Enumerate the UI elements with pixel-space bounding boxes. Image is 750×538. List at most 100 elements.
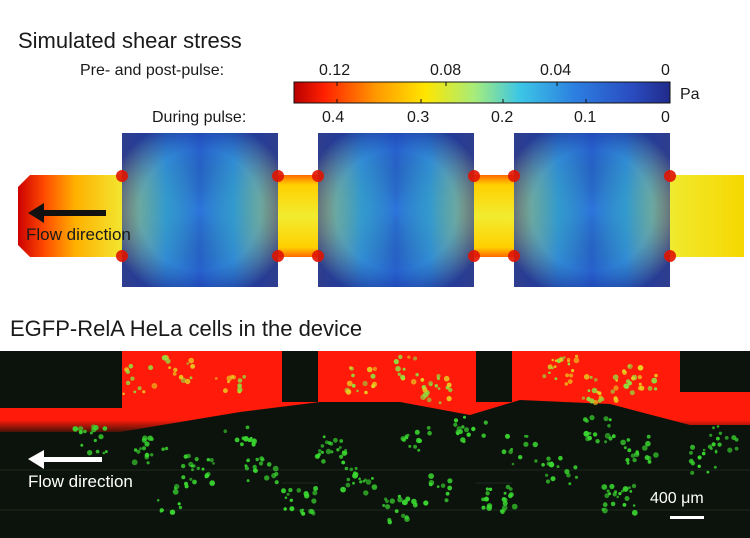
cell-dot	[688, 458, 694, 464]
cell-dot	[481, 505, 486, 510]
cell-dot	[204, 473, 210, 478]
cell-dot	[610, 501, 616, 507]
cell-dot	[697, 455, 702, 460]
cell-dot	[258, 461, 264, 466]
cell-dot	[610, 389, 615, 394]
cell-dot	[341, 460, 346, 465]
cell-dot	[320, 444, 325, 448]
cell-dot	[78, 430, 83, 435]
cell-dot	[172, 372, 177, 376]
cell-dot	[77, 426, 84, 432]
cell-dot	[144, 441, 150, 447]
cell-dot	[608, 418, 612, 422]
cell-dot	[532, 441, 538, 448]
cell-dot	[501, 449, 507, 455]
cell-dot	[484, 496, 489, 502]
cell-dot	[400, 374, 406, 380]
cell-dot	[623, 383, 629, 389]
cell-dot	[318, 449, 322, 453]
cell-dot	[413, 356, 418, 361]
cell-dot	[523, 441, 529, 447]
cell-dot	[608, 436, 613, 441]
cell-dot	[716, 436, 720, 441]
cell-dot	[569, 373, 574, 378]
cell-dot	[622, 503, 627, 507]
cell-dot	[394, 509, 399, 513]
cell-dot	[607, 424, 611, 428]
cell-dot	[351, 383, 356, 388]
simulated-channel	[18, 133, 744, 287]
cell-dot	[632, 457, 637, 463]
cell-dot	[223, 429, 228, 434]
cell-dot	[274, 480, 279, 485]
cell-dot	[397, 497, 403, 503]
cell-dot	[711, 442, 716, 447]
cell-dot	[354, 466, 358, 470]
cell-dot	[128, 363, 134, 369]
pre-post-tick-2: 0.04	[540, 62, 572, 79]
cell-dot	[343, 451, 348, 455]
cell-dot	[434, 384, 439, 388]
cell-dot	[485, 491, 490, 496]
cell-dot	[201, 467, 205, 471]
cell-dot	[712, 426, 715, 430]
cell-dot	[417, 448, 421, 452]
cell-dot	[156, 499, 160, 502]
cell-dot	[83, 429, 87, 434]
cell-dot	[709, 447, 713, 450]
cell-dot	[352, 481, 355, 485]
cell-dot	[264, 475, 270, 481]
cell-dot	[581, 396, 586, 400]
cell-dot	[647, 386, 653, 391]
cell-dot	[169, 509, 176, 515]
cell-dot	[471, 426, 476, 432]
cell-dot	[574, 354, 579, 358]
cell-dot	[142, 390, 146, 394]
cell-dot	[568, 482, 572, 486]
cell-dot	[338, 446, 342, 449]
cell-dot	[206, 458, 210, 462]
cell-dot	[168, 366, 172, 369]
cell-dot	[95, 449, 100, 454]
cell-dot	[406, 433, 410, 437]
during-tick-1: 0.3	[407, 109, 430, 126]
cell-dot	[646, 434, 651, 439]
cell-dot	[414, 429, 420, 435]
cell-dot	[288, 487, 293, 493]
cell-dot	[372, 381, 377, 387]
cell-dot	[397, 372, 401, 376]
cell-dot	[243, 436, 249, 442]
cell-dot	[339, 439, 344, 443]
cell-dot	[566, 472, 571, 478]
cell-dot	[464, 427, 469, 433]
cell-dot	[104, 450, 108, 454]
cell-dot	[130, 376, 135, 381]
cell-dot	[651, 377, 658, 384]
cell-dot	[177, 502, 181, 506]
cell-dot	[604, 440, 608, 444]
cell-dot	[181, 475, 186, 480]
cell-dot	[173, 367, 178, 373]
cell-dot	[436, 374, 441, 379]
cell-dot	[713, 465, 717, 469]
cell-dot	[448, 387, 453, 393]
cell-dot	[150, 453, 154, 457]
cell-dot	[382, 504, 386, 507]
during-pulse-label: During pulse:	[152, 109, 247, 126]
during-tick-4: 0	[661, 109, 670, 126]
cell-dot	[510, 447, 513, 451]
cell-dot	[597, 391, 602, 396]
cell-dot	[481, 497, 485, 502]
cell-dot	[404, 515, 409, 520]
cell-dot	[142, 435, 148, 442]
cell-dot	[613, 385, 619, 391]
cell-dot	[709, 433, 713, 437]
cell-dot	[638, 382, 642, 386]
cell-dot	[237, 387, 243, 393]
cell-dot	[313, 486, 319, 491]
cell-dot	[402, 499, 408, 506]
cell-dot	[654, 387, 658, 391]
cell-dot	[398, 354, 403, 360]
cell-dot	[333, 437, 338, 443]
cell-dot	[626, 461, 630, 465]
